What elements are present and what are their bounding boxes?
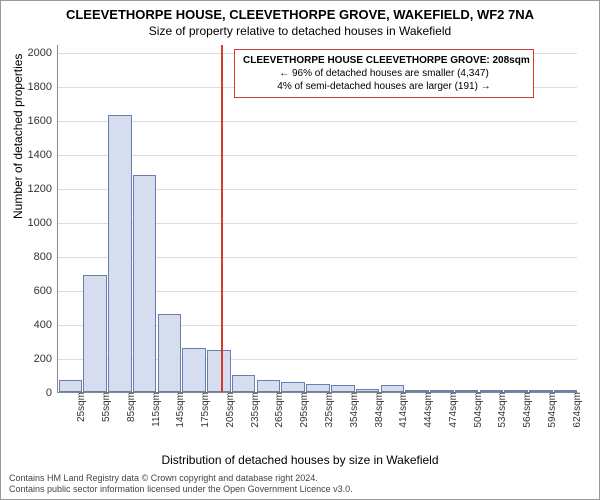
y-tick-label: 1200 <box>28 183 58 195</box>
histogram-bar <box>133 175 157 392</box>
histogram-bar <box>281 382 305 392</box>
footer-line: Contains public sector information licen… <box>9 484 353 495</box>
y-tick-label: 0 <box>46 387 58 399</box>
x-tick-label: 295sqm <box>297 392 310 428</box>
x-tick-label: 444sqm <box>421 392 434 428</box>
y-tick-label: 800 <box>34 251 58 263</box>
histogram-bar <box>59 380 83 392</box>
x-tick-label: 55sqm <box>99 392 112 422</box>
x-tick-label: 25sqm <box>74 392 87 422</box>
y-tick-label: 1400 <box>28 149 58 161</box>
y-tick-label: 600 <box>34 285 58 297</box>
histogram-bar <box>108 115 132 392</box>
x-tick-label: 265sqm <box>272 392 285 428</box>
y-tick-label: 2000 <box>28 47 58 59</box>
x-tick-label: 624sqm <box>570 392 583 428</box>
x-tick-label: 235sqm <box>248 392 261 428</box>
histogram-bar <box>306 384 330 392</box>
histogram-bar <box>381 385 405 392</box>
histogram-bar <box>182 348 206 392</box>
y-tick-label: 1800 <box>28 81 58 93</box>
x-tick-label: 414sqm <box>396 392 409 428</box>
footer-line: Contains HM Land Registry data © Crown c… <box>9 473 353 484</box>
x-tick-label: 384sqm <box>372 392 385 428</box>
x-tick-label: 115sqm <box>149 392 162 427</box>
x-axis-label: Distribution of detached houses by size … <box>1 453 599 467</box>
x-tick-label: 354sqm <box>347 392 360 428</box>
x-tick-label: 534sqm <box>495 392 508 428</box>
histogram-bar <box>232 375 256 392</box>
x-tick-label: 175sqm <box>198 392 211 428</box>
chart-title: CLEEVETHORPE HOUSE, CLEEVETHORPE GROVE, … <box>1 1 599 22</box>
x-tick-label: 85sqm <box>124 392 137 422</box>
grid-line <box>58 121 577 122</box>
y-tick-label: 1600 <box>28 115 58 127</box>
histogram-bar <box>83 275 107 392</box>
histogram-bar <box>207 350 231 392</box>
chart-subtitle: Size of property relative to detached ho… <box>1 22 599 38</box>
histogram-bar <box>331 385 355 392</box>
x-tick-label: 474sqm <box>446 392 459 428</box>
property-callout: CLEEVETHORPE HOUSE CLEEVETHORPE GROVE: 2… <box>234 49 534 98</box>
callout-line: ← 96% of detached houses are smaller (4,… <box>243 67 525 80</box>
property-marker-line <box>221 45 223 392</box>
y-axis-label: Number of detached properties <box>11 54 25 219</box>
histogram-bar <box>257 380 281 392</box>
x-tick-label: 145sqm <box>173 392 186 428</box>
y-tick-label: 200 <box>34 353 58 365</box>
callout-line: 4% of semi-detached houses are larger (1… <box>243 80 525 93</box>
x-tick-label: 205sqm <box>223 392 236 428</box>
grid-line <box>58 155 577 156</box>
x-tick-label: 564sqm <box>520 392 533 428</box>
x-tick-label: 325sqm <box>322 392 335 428</box>
chart-card: CLEEVETHORPE HOUSE, CLEEVETHORPE GROVE, … <box>0 0 600 500</box>
y-tick-label: 400 <box>34 319 58 331</box>
x-tick-label: 504sqm <box>471 392 484 428</box>
attribution-footer: Contains HM Land Registry data © Crown c… <box>9 473 353 495</box>
x-tick-label: 594sqm <box>545 392 558 428</box>
callout-line: CLEEVETHORPE HOUSE CLEEVETHORPE GROVE: 2… <box>243 54 525 67</box>
plot-area: 020040060080010001200140016001800200025s… <box>57 45 577 393</box>
histogram-bar <box>158 314 182 392</box>
y-tick-label: 1000 <box>28 217 58 229</box>
